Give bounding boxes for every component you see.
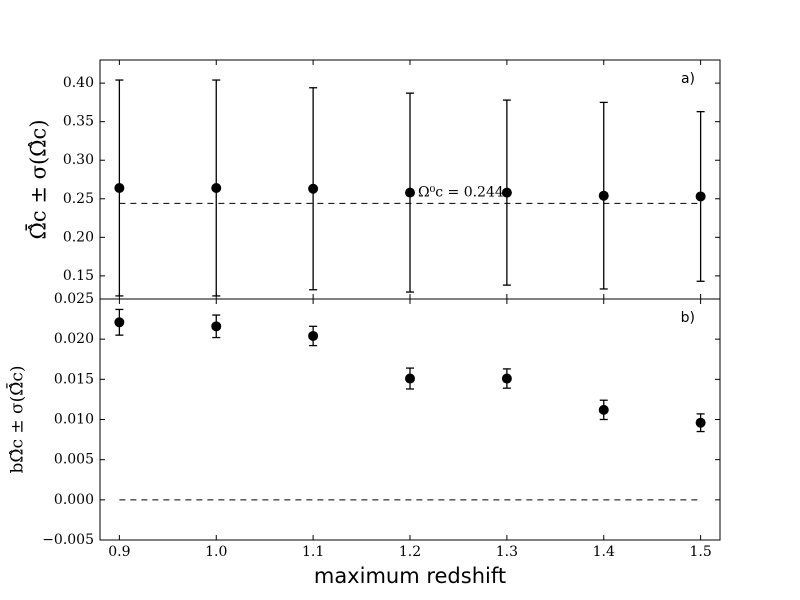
data-point bbox=[695, 417, 706, 428]
panel-label: a) bbox=[681, 71, 695, 87]
data-point bbox=[114, 182, 125, 193]
data-point bbox=[695, 191, 706, 202]
y-tick-label: 0.40 bbox=[63, 75, 94, 91]
data-point bbox=[501, 187, 512, 198]
x-tick-label: 0.9 bbox=[108, 544, 130, 560]
y-tick-label: 0.30 bbox=[63, 152, 94, 168]
y-tick-label: 0.025 bbox=[54, 291, 94, 307]
data-point bbox=[598, 404, 609, 415]
x-tick-label: 1.4 bbox=[593, 544, 615, 560]
data-point bbox=[598, 190, 609, 201]
y-axis-label: Ω̂̄c ± σ(Ω̂c) bbox=[25, 119, 50, 239]
data-point bbox=[308, 183, 319, 194]
data-point bbox=[405, 373, 415, 384]
panel-label: b) bbox=[681, 310, 695, 326]
data-point bbox=[501, 373, 512, 384]
data-point bbox=[211, 182, 222, 193]
data-point bbox=[308, 330, 319, 341]
y-tick-label: 0.005 bbox=[54, 452, 94, 468]
y-tick-label: −0.005 bbox=[42, 532, 94, 548]
y-tick-label: 0.35 bbox=[63, 114, 94, 130]
y-tick-label: 0.15 bbox=[63, 268, 94, 284]
annotation: Ω⁰c = 0.244 bbox=[418, 184, 504, 200]
x-tick-label: 1.1 bbox=[302, 544, 324, 560]
y-tick-label: 0.20 bbox=[63, 229, 94, 245]
y-tick-label: 0.25 bbox=[63, 191, 94, 207]
x-tick-label: 1.2 bbox=[399, 544, 421, 560]
y-axis-label: bΩ̂c ± σ(Ω̂̄c) bbox=[5, 365, 27, 473]
data-point bbox=[405, 187, 415, 198]
x-axis-label: maximum redshift bbox=[314, 564, 506, 588]
y-tick-label: 0.020 bbox=[54, 331, 94, 347]
data-point bbox=[211, 321, 222, 332]
x-tick-label: 1.3 bbox=[496, 544, 518, 560]
y-tick-label: 0.010 bbox=[54, 412, 94, 428]
data-point bbox=[114, 317, 125, 328]
x-tick-label: 1.0 bbox=[205, 544, 227, 560]
plot-frame bbox=[99, 298, 721, 541]
y-tick-label: 0.000 bbox=[54, 492, 94, 508]
x-tick-label: 1.5 bbox=[689, 544, 711, 560]
y-tick-label: 0.015 bbox=[54, 371, 94, 387]
